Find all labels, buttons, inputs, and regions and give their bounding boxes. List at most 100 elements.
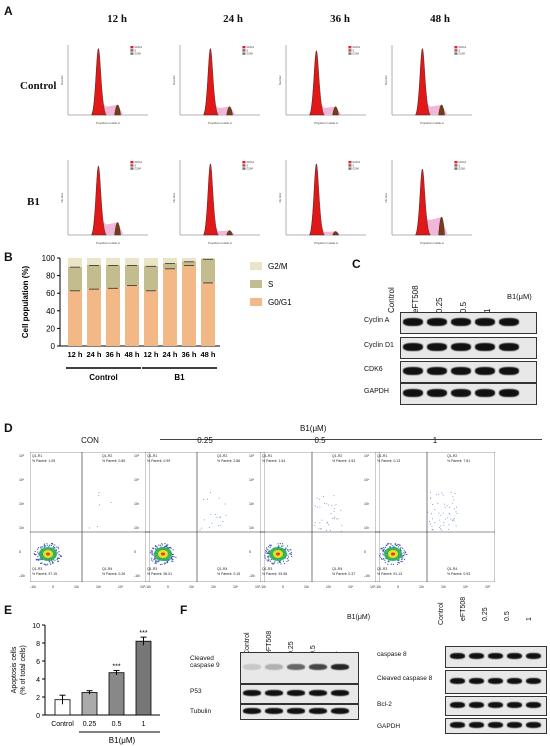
flow-dot	[98, 492, 100, 494]
flow-dot	[159, 544, 161, 546]
hist-y-label: Number	[384, 75, 388, 85]
b-legend-swatch	[250, 298, 262, 306]
flow-plot-svg-2	[260, 452, 380, 582]
flow-ytick-3-5: -10²	[364, 574, 371, 578]
flow-dot	[400, 546, 402, 549]
flow-dot	[266, 547, 268, 549]
flow-dot	[150, 559, 153, 561]
b-bar-G2/M	[201, 258, 215, 259]
flow-dot	[201, 527, 203, 529]
flow-dot	[440, 515, 442, 517]
flow-dot	[383, 546, 385, 549]
flow-dot	[268, 557, 270, 559]
flow-density-peak	[276, 552, 280, 556]
f-left-protein-label-2: Tubulin	[190, 708, 212, 715]
flow-dot	[155, 561, 157, 563]
flow-dot	[448, 529, 450, 531]
flow-dot	[399, 544, 401, 546]
flow-q4p-3: % Parent: 0.93	[447, 572, 471, 576]
e-x-tick-label: 1	[142, 721, 146, 728]
hist-legend-label: S	[134, 48, 136, 52]
flow-dot	[50, 563, 52, 565]
flow-plot-svg-3	[375, 452, 495, 582]
flow-q3-2: Q1-R3	[262, 567, 273, 571]
hist-legend-swatch	[454, 161, 458, 164]
f-right-band	[488, 678, 503, 684]
flow-dot	[164, 545, 166, 548]
flow-q4-0: Q1-R4	[102, 567, 113, 571]
b-y-tick-label: 100	[42, 254, 56, 263]
b-bar-G2/M	[68, 258, 82, 267]
flow-frame	[375, 452, 495, 582]
flow-dot	[442, 494, 444, 496]
flow-dot	[448, 512, 450, 514]
flow-dot	[37, 547, 40, 549]
flow-dot	[149, 552, 152, 554]
flow-dot	[333, 517, 335, 519]
flow-dot	[390, 563, 392, 565]
flow-dot	[396, 563, 399, 566]
flow-xtick-1-4: 10⁴	[233, 585, 239, 589]
hist-legend-swatch	[454, 164, 458, 167]
c-band	[475, 367, 495, 375]
flow-ytick-1-0: 10⁵	[134, 454, 140, 458]
flow-dot	[168, 547, 170, 549]
flow-dot	[328, 504, 330, 506]
flow-dot	[332, 517, 334, 519]
flow-dot	[291, 555, 293, 557]
flow-dot	[438, 493, 440, 495]
flow-dot	[40, 546, 42, 548]
f-right-band	[526, 678, 541, 684]
flow-dot	[209, 492, 211, 494]
flow-dot	[382, 550, 384, 552]
flow-q2p-3: % Parent: 7.81	[447, 459, 471, 463]
flow-dot	[444, 506, 446, 508]
flow-dot	[57, 560, 59, 562]
b-group-label: Control	[89, 373, 117, 382]
hist-x-label: Propidium Iodide-A	[420, 241, 444, 245]
hist-legend-swatch	[130, 52, 134, 55]
f-right-band	[526, 653, 541, 659]
flow-dot	[379, 556, 381, 558]
b-bar-G2/M	[106, 258, 120, 266]
flow-dot	[456, 512, 458, 514]
flow-dot	[54, 547, 56, 549]
f-right-band	[469, 678, 484, 684]
flow-q3-3: Q1-R3	[377, 567, 388, 571]
flow-dot	[387, 563, 389, 565]
flow-dot	[271, 562, 273, 564]
hist-legend-swatch	[454, 49, 458, 52]
f-left-band	[331, 690, 349, 696]
hist-legend-label: G2/M	[458, 52, 464, 56]
flow-dot	[390, 543, 392, 545]
flow-dot	[267, 546, 270, 548]
flow-q1p-3: % Parent: 0.13	[377, 459, 401, 463]
flow-q4p-2: % Parent: 0.37	[332, 572, 356, 576]
b-legend-label: G0/G1	[268, 298, 292, 307]
g2m-peak	[332, 231, 339, 236]
flow-dot	[287, 556, 290, 558]
flow-dot	[388, 543, 390, 545]
flow-dot	[383, 548, 385, 550]
flow-dot	[450, 518, 452, 520]
g1-peak	[308, 50, 325, 116]
flow-dot	[287, 549, 289, 551]
panel-a-letter: A	[4, 4, 13, 18]
flow-dot	[50, 544, 52, 546]
e-bar	[108, 672, 125, 716]
flow-ytick-0-5: -10²	[19, 574, 26, 578]
flow-dot	[265, 550, 268, 553]
f-left-band	[265, 690, 283, 696]
flow-dot	[434, 522, 436, 524]
flow-dot	[203, 519, 205, 521]
flow-ytick-2-0: 10⁵	[249, 454, 255, 458]
f-right-lane-label-3: 0.5	[504, 611, 511, 621]
flow-plot-title-3: 1	[432, 436, 438, 445]
flow-dot	[444, 503, 446, 505]
flow-dot	[443, 521, 445, 523]
flow-dot	[285, 547, 287, 549]
flow-xtick-3-3: 10³	[441, 585, 447, 589]
